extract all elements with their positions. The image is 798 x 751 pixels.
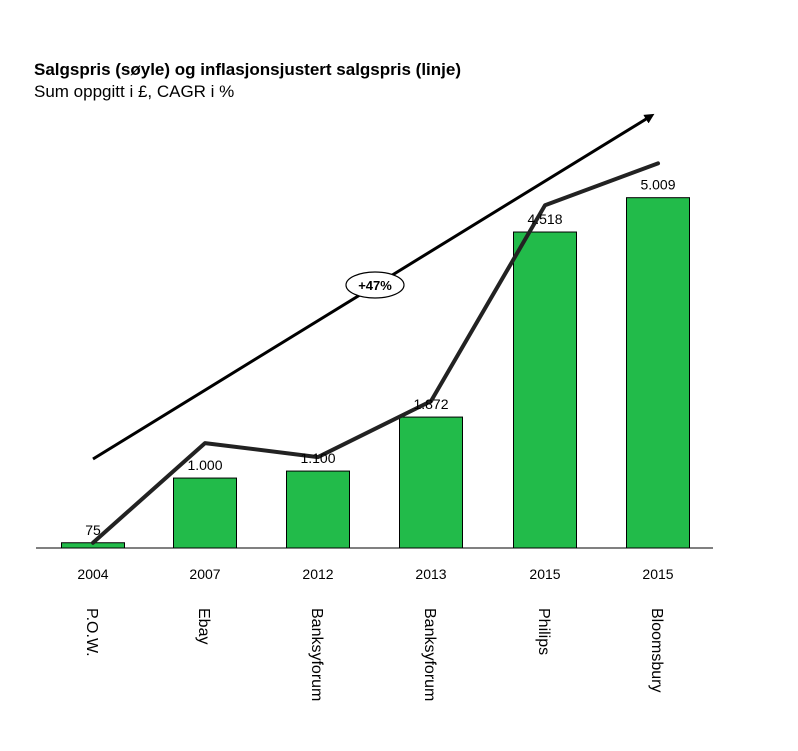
x-tick-label: 2013 [415, 566, 446, 582]
bar [399, 416, 463, 549]
bar [626, 197, 690, 549]
bar-value-label: 4.518 [527, 211, 562, 227]
chart-title: Salgspris (søyle) og inflasjonsjustert s… [34, 60, 461, 79]
value-labels: 75 1.000 1.100 1.872 4.518 5.009 [85, 177, 676, 538]
bar-value-label: 75 [85, 522, 101, 538]
cagr-badge: +47% [345, 271, 405, 299]
seller-label: Banksyforum [421, 608, 438, 701]
x-tick-label: 2004 [77, 566, 108, 582]
x-tick-label: 2012 [302, 566, 333, 582]
x-tick-label: 2007 [189, 566, 220, 582]
seller-label: Bloomsbury [648, 608, 665, 692]
chart-subtitle: Sum oppgitt i £, CAGR i % [34, 82, 234, 101]
cagr-label: +47% [358, 278, 392, 293]
bar-value-label: 5.009 [640, 177, 675, 193]
inflation-adjusted-line [91, 161, 660, 545]
seller-label: P.O.W. [83, 608, 100, 657]
bar [286, 470, 350, 549]
x-tick-label: 2015 [529, 566, 560, 582]
x-tick-label: 2015 [642, 566, 673, 582]
bar-value-label: 1.100 [300, 450, 335, 466]
x-tick-labels: 2004 2007 2012 2013 2015 2015 [77, 566, 673, 582]
seller-label: Banksyforum [308, 608, 325, 701]
seller-labels: P.O.W. Ebay Banksyforum Banksyforum Philips B… [83, 608, 665, 701]
seller-label: Philips [535, 608, 552, 655]
bars [61, 197, 690, 549]
seller-label: Ebay [195, 608, 212, 644]
bar [513, 231, 577, 549]
bar-value-label: 1.000 [187, 457, 222, 473]
bar-value-label: 1.872 [413, 396, 448, 412]
bar [173, 477, 237, 549]
